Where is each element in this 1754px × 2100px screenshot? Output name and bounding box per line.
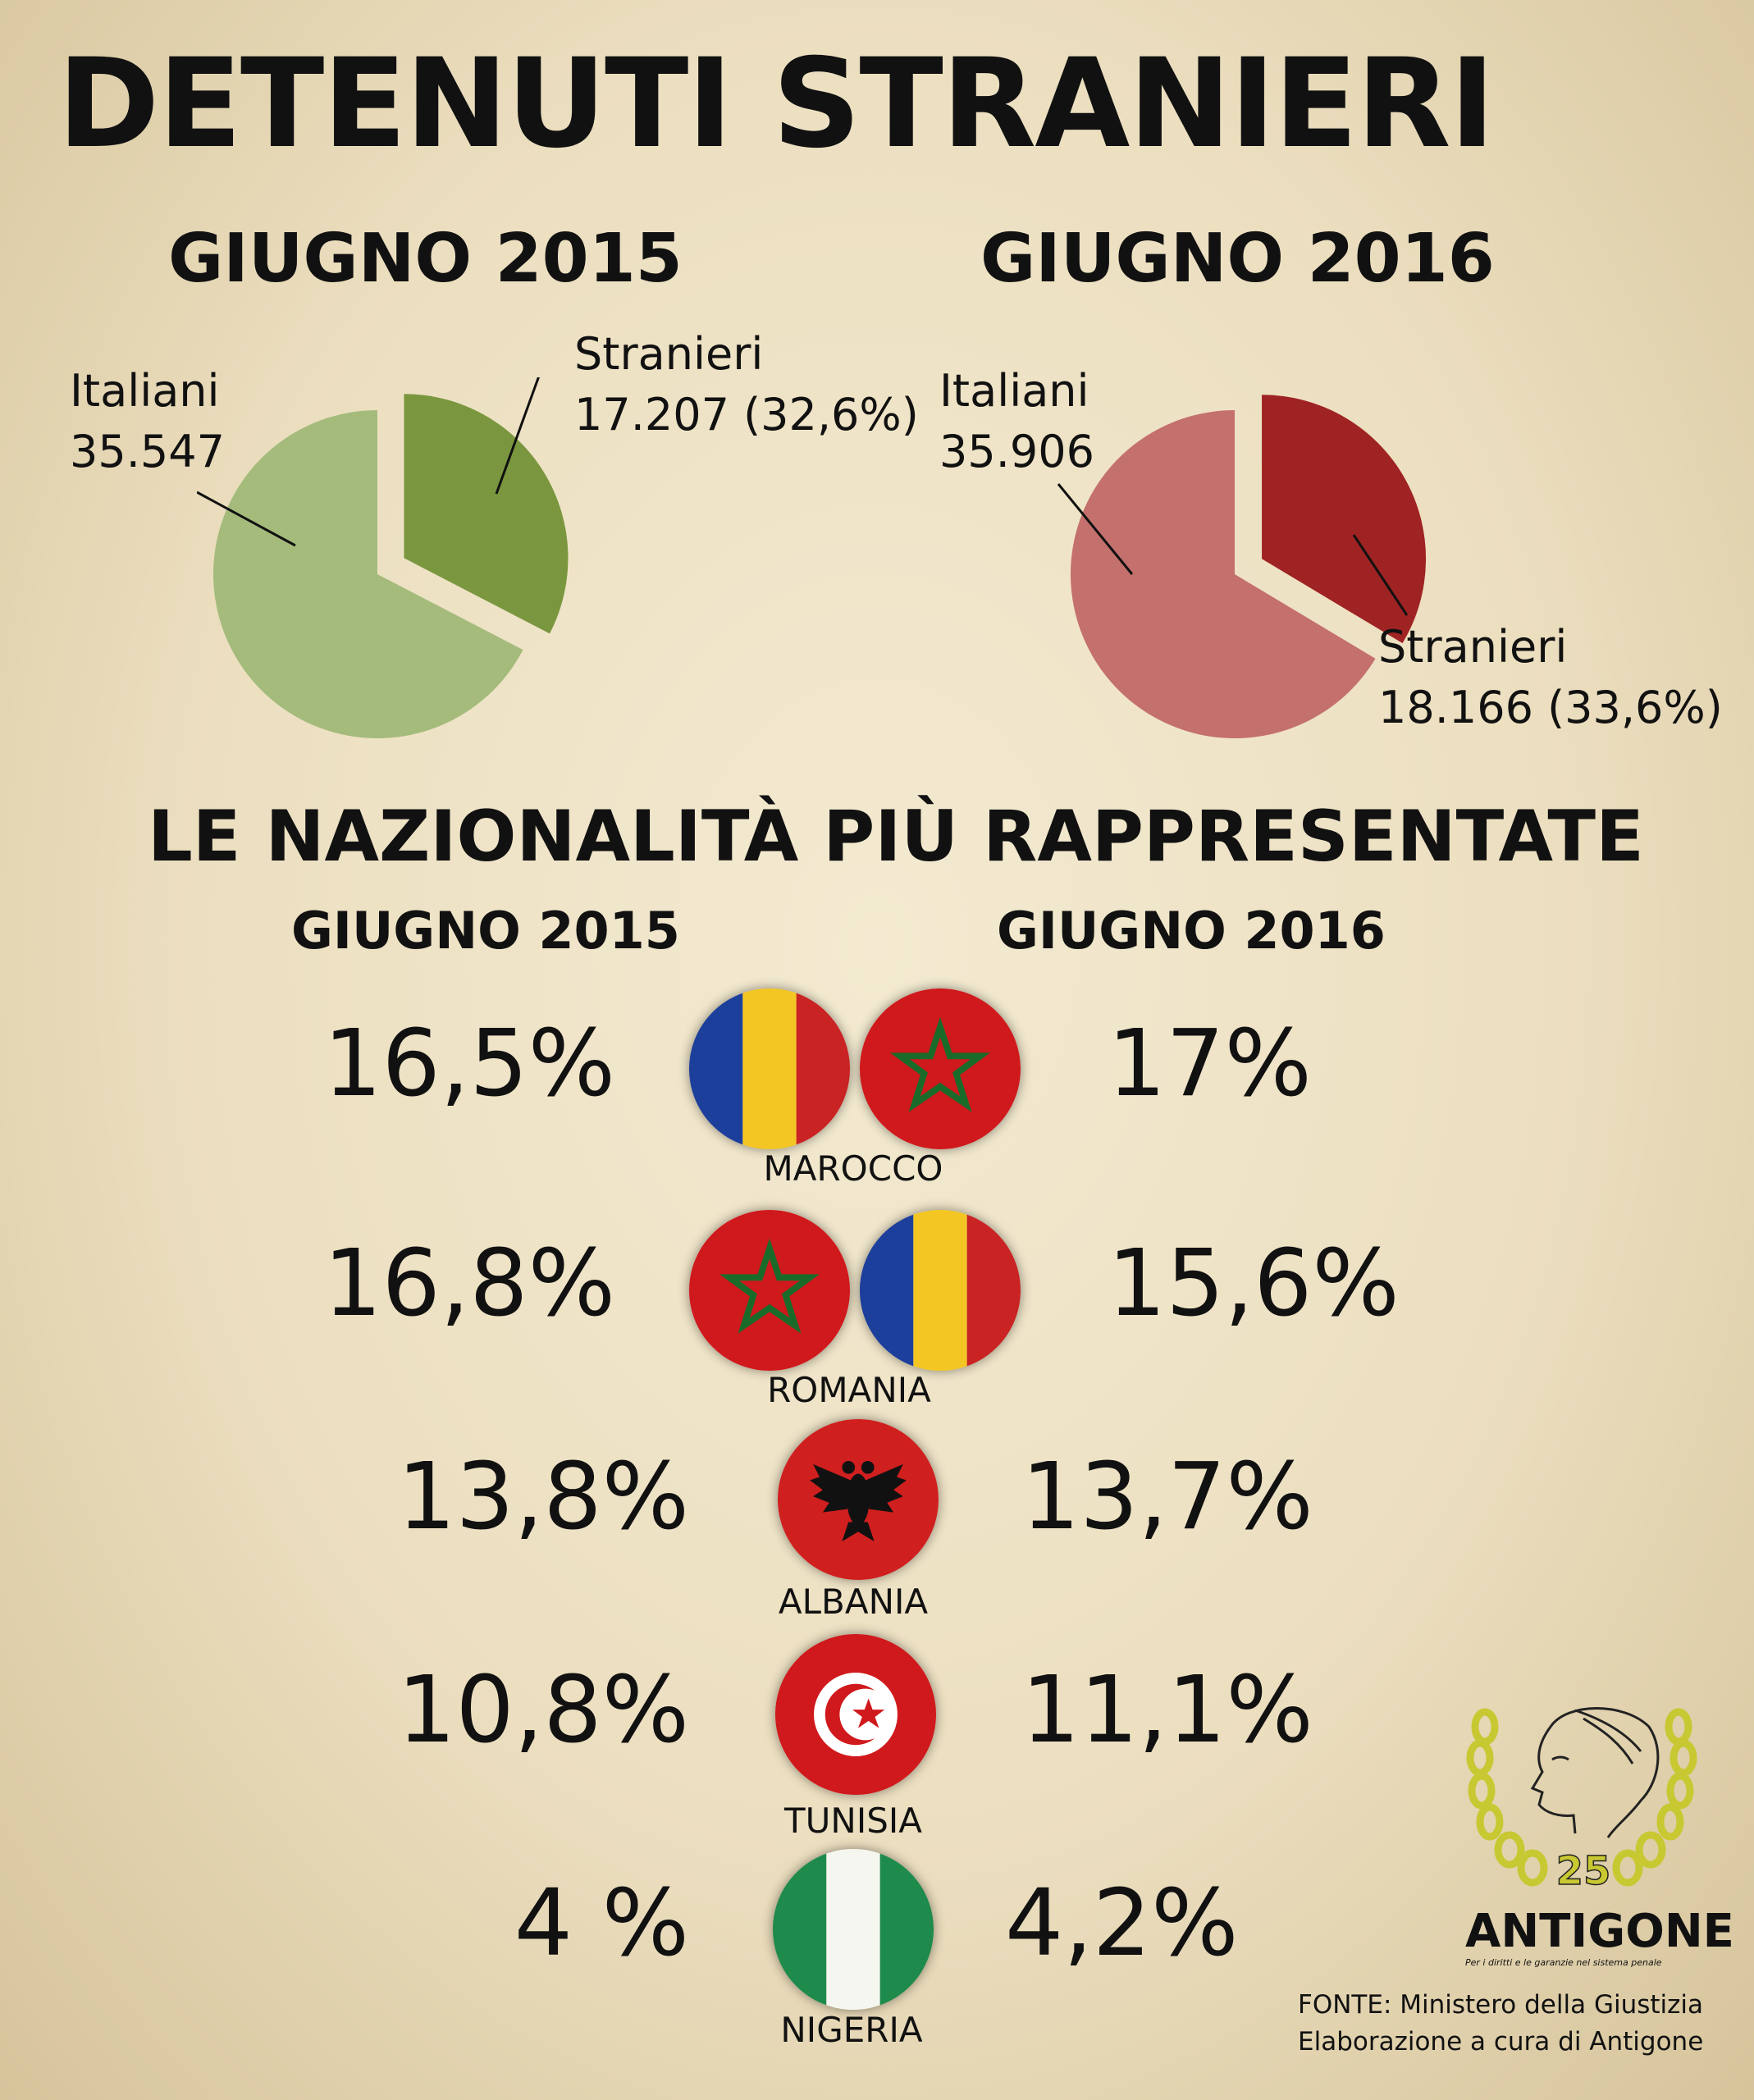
row-albania-country: ALBANIA — [778, 1582, 929, 1622]
pie-2015-slice-stranieri — [404, 394, 569, 634]
column-heading-2015: GIUGNO 2015 — [291, 901, 680, 961]
pie-2015-italiani-name: Italiani — [70, 365, 220, 417]
row-marocco-2016-value: 17% — [1108, 1011, 1312, 1117]
row-albania-2016-value: 13,7% — [1021, 1444, 1313, 1550]
pie-2016-leader-italiani — [1057, 483, 1134, 575]
morocco-flag-icon — [689, 1210, 850, 1371]
pie-2015-heading: GIUGNO 2015 — [168, 220, 683, 298]
antigone-tagline: Per i diritti e le garanzie nel sistema … — [1465, 1957, 1662, 1968]
pie-2015-italiani-value: 35.547 — [70, 426, 225, 477]
column-heading-2016: GIUGNO 2016 — [997, 901, 1386, 961]
albania-flag-icon — [778, 1419, 939, 1580]
source-note: FONTE: Ministero della Giustizia Elabora… — [1298, 1987, 1703, 2061]
source-line-1: FONTE: Ministero della Giustizia — [1298, 1990, 1704, 2020]
row-tunisia-2016-value: 11,1% — [1021, 1657, 1313, 1764]
romania-flag-icon — [860, 1210, 1021, 1371]
antigone-logo: 25 — [1460, 1694, 1706, 1907]
row-nigeria-2016-value: 4,2% — [1005, 1870, 1239, 1977]
page-title: DETENUTI STRANIERI — [57, 33, 1496, 176]
row-marocco-country: MAROCCO — [763, 1148, 943, 1189]
pie-2015-stranieri-label: Stranieri 17.207 (32,6%) — [574, 324, 919, 445]
antigone-wordmark: ANTIGONE — [1465, 1905, 1734, 1958]
pie-2016-stranieri-value: 18.166 (33,6%) — [1378, 682, 1723, 733]
row-nigeria-2015-value: 4 % — [514, 1870, 689, 1977]
pie-chart-2015 — [197, 377, 569, 738]
row-tunisia-2015-value: 10,8% — [397, 1657, 689, 1764]
pie-2015-leader-stranieri — [495, 377, 540, 495]
antigone-25: 25 — [1556, 1848, 1611, 1894]
pie-2016-italiani-name: Italiani — [939, 365, 1089, 417]
row-marocco-2015-value: 16,5% — [323, 1011, 615, 1117]
pie-2015-stranieri-name: Stranieri — [574, 328, 764, 380]
row-romania-2015-value: 16,8% — [323, 1230, 615, 1337]
row-nigeria-country: NIGERIA — [780, 2010, 923, 2050]
pie-2015-leader-italiani — [197, 491, 296, 547]
pie-2016-stranieri-label: Stranieri 18.166 (33,6%) — [1378, 617, 1723, 738]
pie-2016-heading: GIUGNO 2016 — [980, 220, 1495, 298]
row-romania-country: ROMANIA — [767, 1370, 931, 1410]
row-tunisia-country: TUNISIA — [784, 1801, 922, 1841]
pie-2016-italiani-label: Italiani 35.906 — [939, 361, 1094, 482]
row-albania-2015-value: 13,8% — [397, 1444, 689, 1550]
nationalities-title: LE NAZIONALITÀ PIÙ RAPPRESENTATE — [148, 796, 1644, 878]
pie-2015-slice-italiani — [213, 410, 523, 738]
pie-2016-italiani-value: 35.906 — [939, 426, 1094, 477]
romania-flag-icon — [689, 988, 850, 1149]
pie-2016-leader-stranieri — [1352, 534, 1409, 616]
pie-2015-stranieri-value: 17.207 (32,6%) — [574, 389, 919, 441]
pie-2015-italiani-label: Italiani 35.547 — [70, 361, 225, 482]
pie-chart-2016 — [1057, 395, 1427, 738]
morocco-flag-icon — [860, 988, 1021, 1149]
nigeria-flag-icon — [773, 1849, 934, 2010]
tunisia-flag-icon — [775, 1634, 936, 1795]
antigone-head-icon: 25 — [1466, 1707, 1697, 1895]
source-line-2: Elaborazione a cura di Antigone — [1298, 2027, 1704, 2057]
pie-2016-stranieri-name: Stranieri — [1378, 621, 1568, 673]
pie-2016-slice-italiani — [1071, 410, 1376, 738]
row-romania-2016-value: 15,6% — [1108, 1230, 1400, 1337]
